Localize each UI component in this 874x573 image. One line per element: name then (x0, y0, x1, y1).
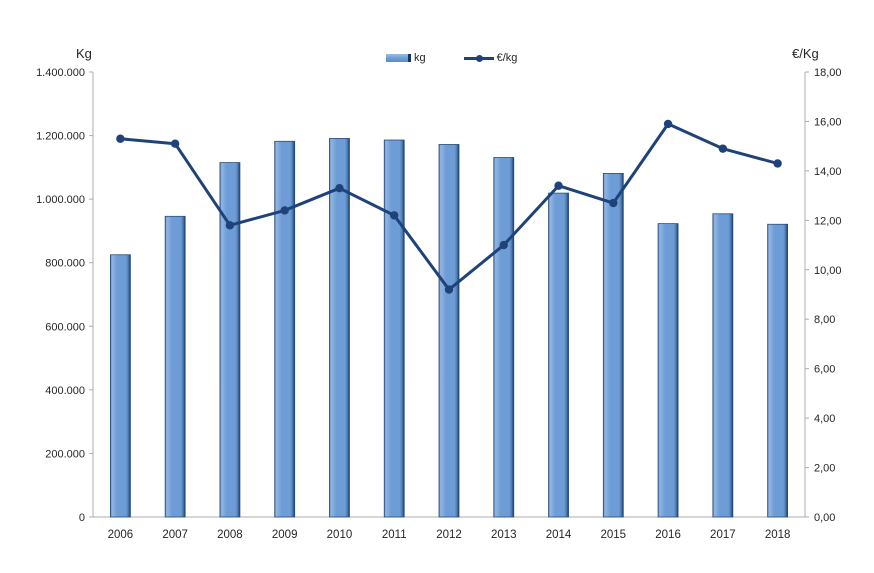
left-tick-label: 200.000 (45, 448, 85, 460)
left-tick-label: 1.400.000 (36, 67, 85, 79)
line-marker-2013[interactable] (499, 240, 508, 250)
legend-label-eur-per-kg: €/kg (496, 52, 518, 64)
left-axis-title: Kg (76, 46, 92, 61)
line-marker-2008[interactable] (225, 221, 235, 230)
line-series[interactable] (116, 119, 782, 294)
line-marker-2006[interactable] (116, 134, 125, 143)
bar-2013[interactable] (493, 157, 515, 518)
bar-2012[interactable] (438, 144, 460, 518)
bar-series[interactable] (109, 138, 789, 518)
line-marker-2017[interactable] (718, 144, 728, 153)
x-label-2012: 2012 (436, 529, 462, 541)
bar-2007[interactable] (164, 215, 186, 518)
left-tick-label: 600.000 (45, 321, 85, 333)
legend: kg €/kg (386, 52, 517, 64)
right-tick-label: 6,00 (814, 364, 835, 376)
line-marker-2010[interactable] (335, 183, 344, 193)
left-tick-label: 0 (79, 512, 85, 524)
line-marker-2014[interactable] (554, 181, 563, 190)
left-tick-label: 1.200.000 (36, 131, 85, 143)
line-marker-2018[interactable] (773, 159, 782, 168)
bar-2015[interactable] (602, 172, 624, 518)
bar-series-swatch-icon (386, 54, 411, 62)
bar-2016[interactable] (657, 223, 679, 518)
right-tick-label: 0,00 (814, 512, 835, 524)
x-label-2016: 2016 (655, 529, 681, 541)
line-marker-2012[interactable] (444, 285, 454, 294)
bar-2009[interactable] (274, 140, 296, 518)
x-label-2007: 2007 (162, 529, 188, 541)
x-label-2017: 2017 (710, 529, 736, 541)
left-tick-label: 1.000.000 (36, 194, 85, 206)
right-tick-label: 2,00 (814, 463, 835, 475)
right-tick-label: 18,00 (814, 67, 842, 79)
bar-2017[interactable] (712, 213, 734, 518)
x-label-2011: 2011 (382, 529, 407, 541)
line-marker-2016[interactable] (663, 119, 673, 129)
right-tick-label: 14,00 (814, 166, 842, 178)
x-label-2015: 2015 (601, 529, 627, 541)
bar-2018[interactable] (767, 223, 789, 518)
x-label-2013: 2013 (491, 529, 517, 541)
right-tick-label: 12,00 (814, 215, 842, 227)
bar-2008[interactable] (219, 162, 241, 518)
bar-2014[interactable] (548, 192, 569, 518)
right-tick-label: 10,00 (814, 265, 842, 277)
x-label-2014: 2014 (546, 529, 572, 541)
left-tick-label: 400.000 (45, 385, 85, 397)
x-label-2009: 2009 (272, 529, 298, 541)
line-marker-2015[interactable] (609, 198, 618, 208)
bar-2010[interactable] (329, 138, 350, 518)
x-label-2018: 2018 (765, 529, 791, 541)
x-label-2010: 2010 (327, 529, 353, 541)
left-tick-label: 800.000 (45, 258, 85, 270)
legend-item-kg[interactable]: kg (386, 52, 426, 64)
line-series-swatch-icon (463, 54, 494, 63)
x-label-2008: 2008 (217, 529, 243, 541)
right-tick-label: 8,00 (814, 314, 835, 326)
bar-2006[interactable] (109, 254, 131, 518)
legend-label-kg: kg (414, 52, 426, 64)
x-label-2006: 2006 (108, 529, 134, 541)
line-marker-2011[interactable] (390, 211, 399, 220)
line-marker-2007[interactable] (170, 139, 180, 148)
right-tick-label: 16,00 (814, 116, 842, 128)
line-marker-2009[interactable] (280, 206, 289, 215)
bar-2011[interactable] (383, 139, 405, 518)
right-tick-label: 4,00 (814, 413, 835, 425)
legend-item-eur-per-kg[interactable]: €/kg (463, 52, 518, 64)
right-axis-title: €/Kg (792, 46, 819, 61)
